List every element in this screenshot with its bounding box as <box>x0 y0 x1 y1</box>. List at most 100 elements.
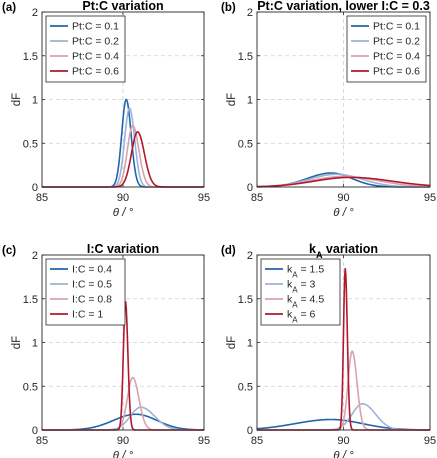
panel-title: I:C variation <box>87 242 159 256</box>
panel-title: Pt:C variation, lower I:C = 0.3 <box>257 0 430 13</box>
legend: Pt:C = 0.1 Pt:C = 0.2 Pt:C = 0.4 Pt:C = 0.6 <box>346 15 427 83</box>
y-tick-label: 0.5 <box>23 381 38 393</box>
legend-entry-4: kA = 6 <box>287 309 316 325</box>
y-tick-label: 0 <box>32 182 38 194</box>
y-tick-label: 1 <box>247 338 253 350</box>
x-tick-label: 95 <box>198 435 210 447</box>
y-tick-label: 2 <box>32 7 38 19</box>
legend: Pt:C = 0.1 Pt:C = 0.2 Pt:C = 0.4 Pt:C = 0.6 <box>45 15 126 83</box>
panel-title-subscript: A <box>316 250 323 260</box>
panel-1: 85 90 95 0 0.5 1 1.5 2 θ / ° dF (a) Pt:C variation P… <box>2 0 210 219</box>
panel-label: (a) <box>2 2 16 14</box>
legend-name: Pt:C = 0.4 <box>373 51 420 63</box>
legend-entry-4: Pt:C = 0.6 <box>72 66 119 78</box>
panel-title-main: I:C variation <box>87 242 159 256</box>
y-tick-label: 1 <box>247 95 253 107</box>
y-tick-label: 0 <box>247 425 253 437</box>
legend-name: Pt:C = 0.1 <box>373 21 420 33</box>
y-tick-label: 0 <box>32 425 38 437</box>
y-tick-label: 0 <box>247 182 253 194</box>
x-axis-label: θ / ° <box>333 450 354 458</box>
y-tick-label: 1.5 <box>238 294 253 306</box>
legend-name-suffix: = 1.5 <box>298 264 325 276</box>
legend-name: I:C = 0.8 <box>72 294 112 306</box>
y-axis-label: dF <box>11 336 23 349</box>
legend-entry-2: kA = 3 <box>287 279 316 295</box>
x-tick-label: 95 <box>198 192 210 204</box>
panel-label: (c) <box>2 245 16 257</box>
y-tick-label: 1.5 <box>23 51 38 63</box>
legend-name: I:C = 0.4 <box>72 264 112 276</box>
panel-title: Pt:C variation <box>82 0 163 13</box>
legend-name: I:C = 0.5 <box>72 279 112 291</box>
panel-3: 85 90 95 0 0.5 1 1.5 2 θ / ° dF (c) I:C variation I:… <box>2 242 210 458</box>
legend-name-suffix: = 3 <box>298 279 316 291</box>
legend-name-subscript: A <box>292 315 298 324</box>
legend-name: k <box>287 309 293 321</box>
legend-entry-3: Pt:C = 0.4 <box>373 51 420 63</box>
panel-title-suffix: variation <box>322 242 378 256</box>
legend-name: k <box>287 279 293 291</box>
legend-name-subscript: A <box>292 285 298 294</box>
legend-entry-1: Pt:C = 0.1 <box>373 21 420 33</box>
legend-entry-4: I:C = 1 <box>72 309 103 321</box>
y-tick-label: 0.5 <box>23 138 38 150</box>
y-tick-label: 2 <box>32 250 38 262</box>
x-axis-label: θ / ° <box>113 450 134 458</box>
legend-entry-2: Pt:C = 0.2 <box>72 36 119 48</box>
x-tick-label: 85 <box>36 192 48 204</box>
y-tick-label: 1.5 <box>238 51 253 63</box>
panel-title-main: Pt:C variation <box>82 0 163 13</box>
legend-entry-1: Pt:C = 0.1 <box>72 21 119 33</box>
x-axis-label: θ / ° <box>113 207 134 219</box>
legend-name: Pt:C = 0.1 <box>72 21 119 33</box>
legend-entry-2: Pt:C = 0.2 <box>373 36 420 48</box>
panel-title-main: Pt:C variation, lower I:C = 0.3 <box>257 0 430 13</box>
legend-name-suffix: = 4.5 <box>298 294 325 306</box>
legend: kA = 1.5kA = 3kA = 4.5kA = 6 <box>260 258 341 326</box>
series-line-4 <box>256 176 431 188</box>
x-tick-label: 90 <box>117 435 129 447</box>
x-tick-label: 85 <box>36 435 48 447</box>
x-tick-label: 95 <box>424 192 436 204</box>
legend-entry-4: Pt:C = 0.6 <box>373 66 420 78</box>
legend-entry-1: kA = 1.5 <box>287 264 324 280</box>
y-tick-label: 2 <box>247 7 253 19</box>
x-tick-label: 85 <box>251 192 263 204</box>
y-tick-label: 0.5 <box>238 381 253 393</box>
legend-name: k <box>287 294 293 306</box>
x-tick-label: 85 <box>251 435 263 447</box>
panel-label: (d) <box>221 245 236 257</box>
legend-name: Pt:C = 0.2 <box>373 36 420 48</box>
legend-name: Pt:C = 0.4 <box>72 51 119 63</box>
legend-name: Pt:C = 0.2 <box>72 36 119 48</box>
y-tick-label: 0.5 <box>238 138 253 150</box>
x-tick-label: 90 <box>337 435 349 447</box>
panel-2: 85 90 95 0 0.5 1 1.5 2 θ / ° dF (b) Pt:C variation,… <box>221 0 436 219</box>
legend-box <box>260 258 341 326</box>
y-tick-label: 1 <box>32 95 38 107</box>
x-tick-label: 90 <box>337 192 349 204</box>
legend-entry-3: Pt:C = 0.4 <box>72 51 119 63</box>
x-tick-label: 95 <box>424 435 436 447</box>
panel-title: kA variation <box>309 242 378 260</box>
y-tick-label: 1 <box>32 338 38 350</box>
legend-name-subscript: A <box>292 300 298 309</box>
legend-name: k <box>287 264 293 276</box>
y-tick-label: 2 <box>247 250 253 262</box>
legend-name-suffix: = 6 <box>298 309 316 321</box>
y-axis-label: dF <box>11 93 23 106</box>
x-axis-label: θ / ° <box>333 207 354 219</box>
panel-label: (b) <box>221 2 236 14</box>
y-tick-label: 1.5 <box>23 294 38 306</box>
x-tick-label: 90 <box>117 192 129 204</box>
legend-name: I:C = 1 <box>72 309 103 321</box>
legend-name: Pt:C = 0.6 <box>373 66 420 78</box>
y-axis-label: dF <box>226 336 238 349</box>
panel-title-main: k <box>309 242 316 256</box>
y-axis-label: dF <box>226 93 238 106</box>
legend-entry-3: I:C = 0.8 <box>72 294 112 306</box>
legend-entry-3: kA = 4.5 <box>287 294 324 310</box>
